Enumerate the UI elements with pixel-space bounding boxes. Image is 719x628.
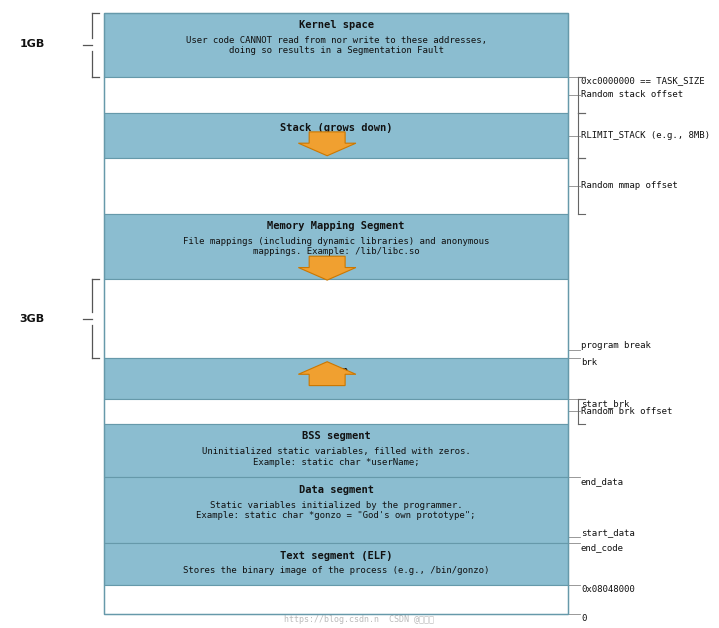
Text: 0xc0000000 == TASK_SIZE: 0xc0000000 == TASK_SIZE	[581, 77, 705, 85]
Polygon shape	[298, 132, 356, 156]
Text: 3GB: 3GB	[20, 314, 45, 324]
Bar	[104, 399, 568, 424]
Text: 0: 0	[581, 614, 586, 623]
Text: brk: brk	[581, 358, 597, 367]
Bar	[104, 279, 568, 358]
Bar	[104, 158, 568, 214]
Text: Kernel space: Kernel space	[298, 20, 374, 30]
Text: Uninitialized static variables, filled with zeros.
Example: static char *userNam: Uninitialized static variables, filled w…	[202, 447, 470, 467]
Text: BSS segment: BSS segment	[302, 431, 370, 441]
Text: end_code: end_code	[581, 543, 624, 552]
Text: https://blog.csdn.n  CSDN @时义龙: https://blog.csdn.n CSDN @时义龙	[285, 615, 434, 624]
Text: Text segment (ELF): Text segment (ELF)	[280, 551, 393, 561]
Text: Random stack offset: Random stack offset	[581, 90, 683, 99]
Text: start_brk: start_brk	[581, 399, 629, 408]
Text: 1GB: 1GB	[19, 39, 45, 49]
Bar	[104, 358, 568, 399]
Text: Random brk offset: Random brk offset	[581, 407, 672, 416]
Text: File mappings (including dynamic libraries) and anonymous
mappings. Example: /li: File mappings (including dynamic librari…	[183, 237, 490, 256]
Text: Data segment: Data segment	[298, 485, 374, 495]
Polygon shape	[298, 362, 356, 386]
Bar	[104, 585, 568, 614]
Text: Stores the binary image of the process (e.g., /bin/gonzo): Stores the binary image of the process (…	[183, 566, 490, 575]
Text: end_data: end_data	[581, 477, 624, 486]
Text: Static variables initialized by the programmer.
Example: static char *gonzo = "G: Static variables initialized by the prog…	[196, 501, 476, 520]
Text: Stack (grows down): Stack (grows down)	[280, 123, 393, 133]
Bar	[104, 13, 568, 614]
Bar	[104, 424, 568, 477]
Text: Heap: Heap	[324, 366, 349, 376]
Text: Memory Mapping Segment: Memory Mapping Segment	[267, 221, 405, 231]
Bar	[104, 77, 568, 113]
Text: Random mmap offset: Random mmap offset	[581, 181, 678, 190]
Bar	[104, 214, 568, 279]
Bar	[104, 113, 568, 158]
Bar	[104, 543, 568, 585]
Text: 0x08048000: 0x08048000	[581, 585, 635, 594]
Text: User code CANNOT read from nor write to these addresses,
doing so results in a S: User code CANNOT read from nor write to …	[186, 36, 487, 55]
Polygon shape	[298, 256, 356, 280]
Text: RLIMIT_STACK (e.g., 8MB): RLIMIT_STACK (e.g., 8MB)	[581, 131, 710, 140]
Text: program break: program break	[581, 341, 651, 350]
Bar	[104, 477, 568, 543]
Bar	[104, 13, 568, 77]
Text: start_data: start_data	[581, 528, 635, 537]
